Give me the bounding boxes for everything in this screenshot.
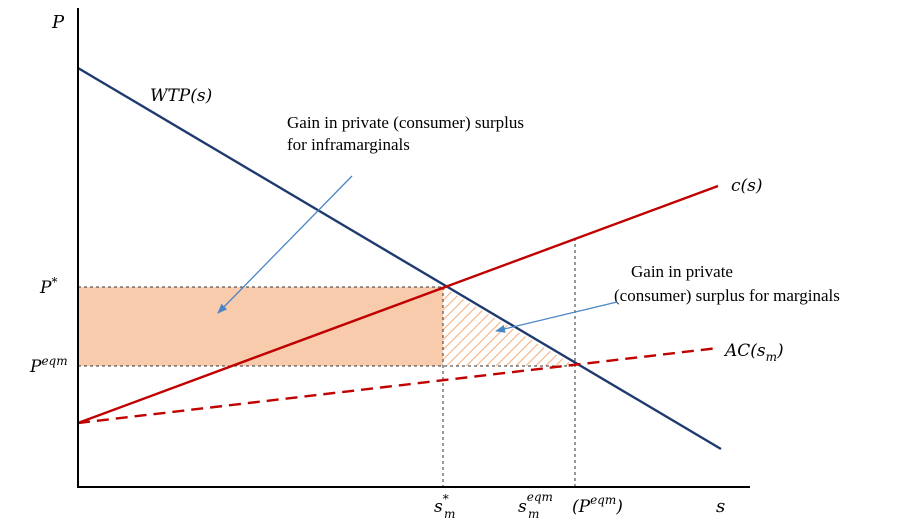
inframarginal-annotation: Gain in private (consumer) surplus for i… — [287, 113, 528, 154]
marginal-arrow — [495, 301, 618, 333]
s-eqm-paren-open: (P — [572, 497, 591, 517]
p-star-sup: * — [51, 275, 57, 289]
s-star-base: s — [434, 497, 443, 517]
s-eqm-sup: eqm — [527, 490, 553, 504]
ac-label-close: ) — [776, 341, 784, 361]
wtp-label: WTP(s) — [150, 86, 212, 106]
cost-label: c(s) — [731, 176, 763, 196]
marginal-annotation: Gain in private (consumer) surplus for m… — [614, 262, 840, 305]
marginal-annotation-line-1: Gain in private — [631, 262, 733, 281]
s-star-sup: * — [443, 492, 449, 506]
s-eqm-paren-sup: eqm — [590, 493, 616, 507]
p-star-base: P — [39, 278, 52, 298]
x-axis-label: s — [716, 496, 725, 517]
inframarginal-arrow — [217, 175, 353, 314]
inframarginal-annotation-line-2: for inframarginals — [287, 135, 410, 154]
s-star-sub: m — [444, 507, 455, 521]
s-eqm-sub: m — [528, 507, 539, 521]
ac-label-open: (s — [750, 341, 766, 361]
marginal-surplus-area — [443, 287, 575, 366]
p-eqm-label: Peqm — [29, 354, 68, 377]
inframarginal-annotation-line-1: Gain in private (consumer) surplus — [287, 113, 524, 132]
y-axis-label: P — [51, 12, 65, 33]
ac-label: AC(sm) — [723, 341, 784, 364]
s-star-label: s* m — [434, 492, 455, 521]
ac-label-base: AC — [723, 341, 750, 361]
s-eqm-base: s — [518, 497, 527, 517]
axes — [77, 8, 750, 488]
cost-curve — [77, 184, 719, 425]
ac-curve — [77, 346, 719, 425]
wtp-curve — [77, 66, 722, 451]
p-eqm-base: P — [29, 357, 42, 377]
ac-label-subscript: m — [766, 350, 777, 364]
inframarginal-surplus-area — [78, 287, 443, 366]
p-star-label: P* — [39, 275, 57, 298]
s-eqm-paren-close: ) — [615, 497, 623, 517]
s-eqm-label: seqm m (Peqm) — [518, 490, 623, 521]
marginal-annotation-line-2: (consumer) surplus for marginals — [614, 286, 840, 305]
p-eqm-sup: eqm — [41, 354, 67, 368]
